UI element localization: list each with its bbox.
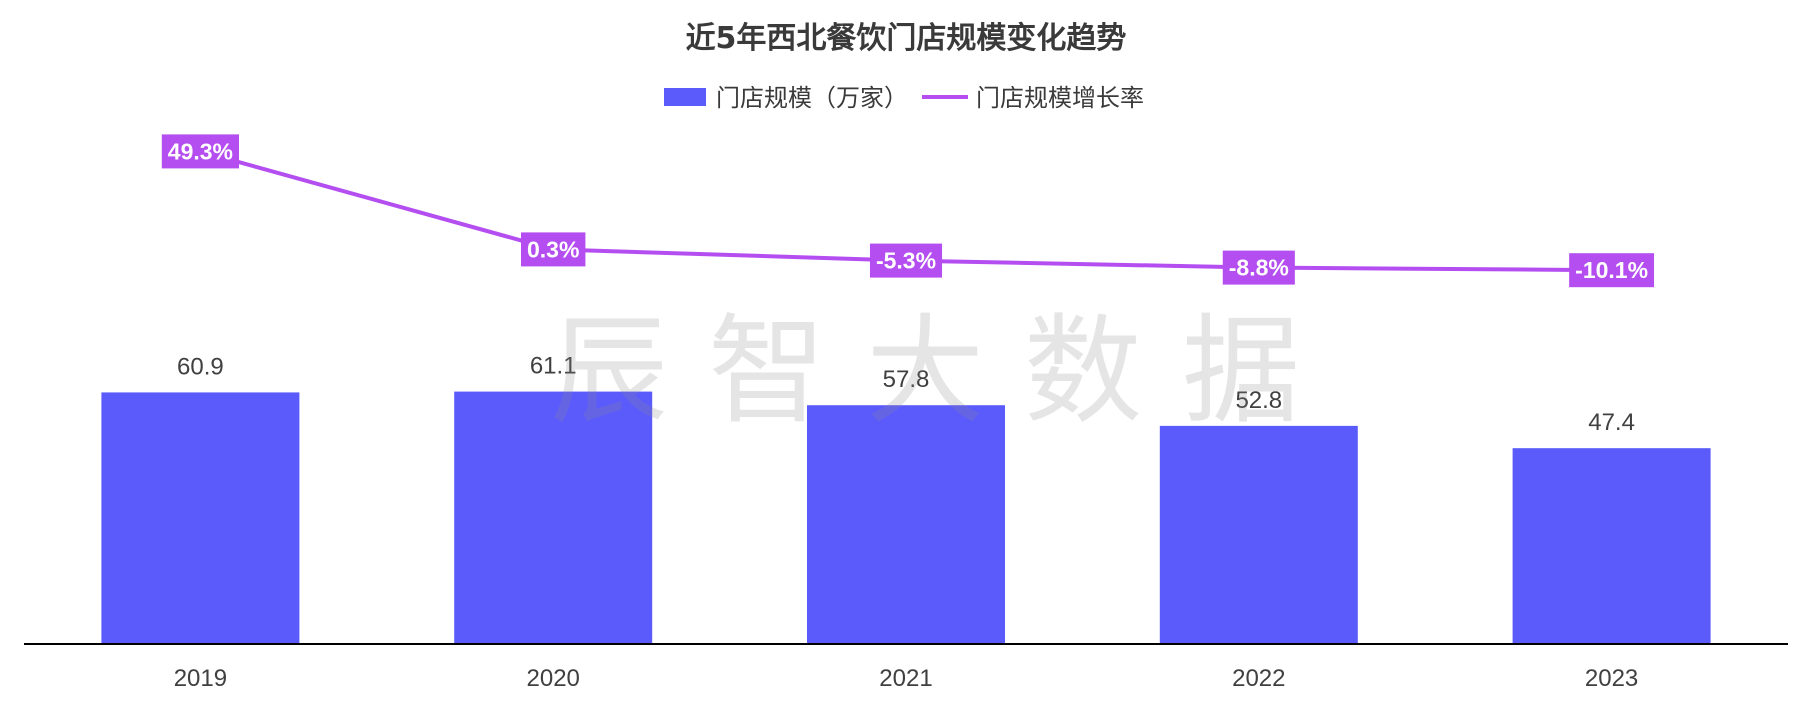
rate-label: -5.3% <box>876 248 936 274</box>
rate-label: -10.1% <box>1575 257 1648 283</box>
bar-series <box>101 391 1711 644</box>
x-tick-label: 2023 <box>1585 665 1638 692</box>
x-axis-ticks: 2019 2020 2021 2022 2023 <box>174 665 1639 692</box>
legend-label-line: 门店规模增长率 <box>976 84 1144 112</box>
rate-label-2021: -5.3% <box>869 243 943 278</box>
watermark: 辰智大数据 <box>550 302 1340 440</box>
rate-label-bg <box>1222 250 1295 285</box>
rate-label-bg <box>869 243 943 278</box>
rate-label-2019: 49.3% <box>161 134 240 169</box>
bar-value-label: 57.8 <box>883 366 930 393</box>
rate-label: -8.8% <box>1229 255 1289 281</box>
rate-label-bg <box>520 232 586 267</box>
bar-value-label: 60.9 <box>177 353 224 380</box>
bar-2020 <box>454 391 653 644</box>
rate-label-bg <box>161 134 240 169</box>
chart-title: 近5年西北餐饮门店规模变化趋势 <box>686 21 1127 56</box>
line-series: 49.3% 0.3% -5.3% -8.8% -10.1% <box>161 134 1655 288</box>
bar-2023 <box>1512 448 1711 644</box>
x-tick-label: 2022 <box>1232 665 1285 692</box>
rate-label: 49.3% <box>168 138 233 164</box>
rate-label-bg <box>1569 253 1655 288</box>
rate-label: 0.3% <box>527 236 579 262</box>
legend: 门店规模（万家） 门店规模增长率 <box>664 84 1144 112</box>
bar-value-labels: 60.9 61.1 57.8 52.8 47.4 <box>177 353 1635 437</box>
bar-2019 <box>101 392 300 644</box>
rate-label-2023: -10.1% <box>1569 253 1655 288</box>
x-tick-label: 2020 <box>527 665 580 692</box>
x-tick-label: 2021 <box>879 665 932 692</box>
bar-value-label: 52.8 <box>1235 387 1282 414</box>
bar-2021 <box>807 405 1005 644</box>
legend-label-bar: 门店规模（万家） <box>716 84 908 112</box>
bar-value-label: 47.4 <box>1588 409 1635 436</box>
bar-2022 <box>1159 425 1358 644</box>
bar-value-label: 61.1 <box>530 353 577 380</box>
rate-label-2020: 0.3% <box>520 232 586 267</box>
x-tick-label: 2019 <box>174 665 227 692</box>
legend-swatch-bar <box>664 88 706 106</box>
rate-label-2022: -8.8% <box>1222 250 1295 285</box>
